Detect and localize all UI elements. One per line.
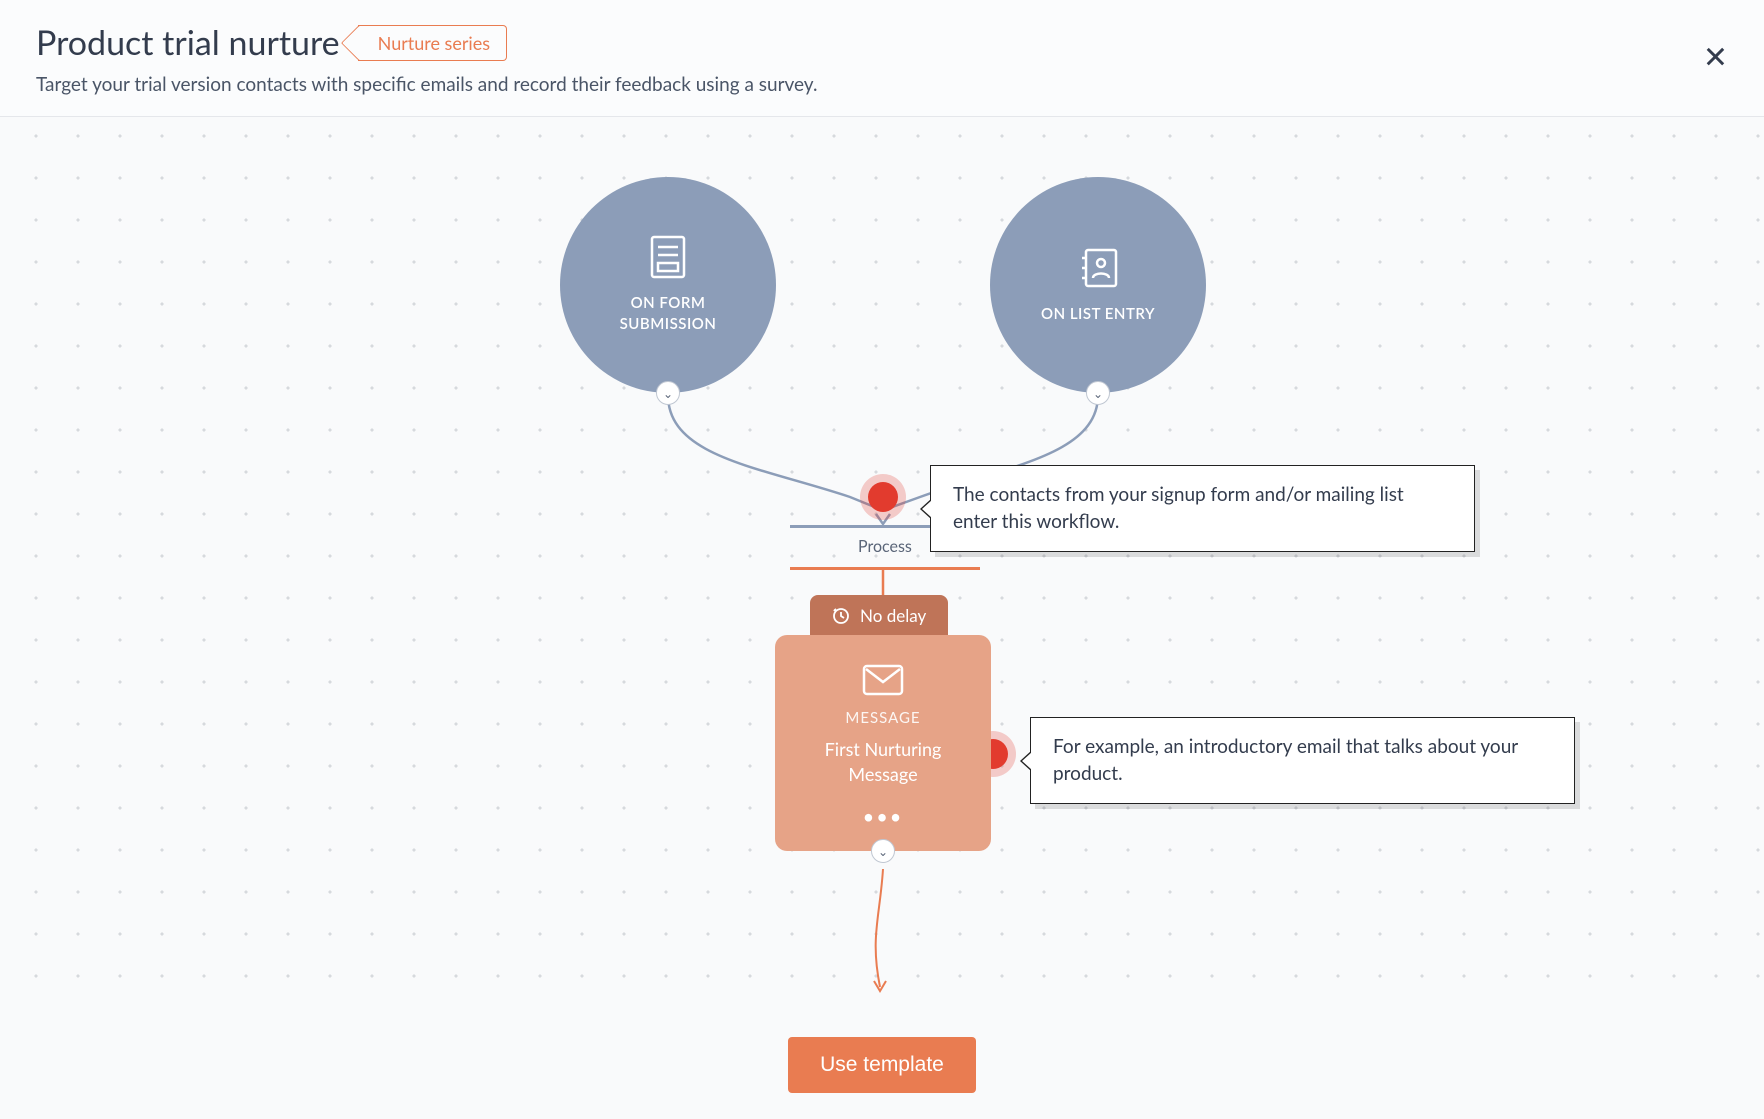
connector-lines [0,117,1764,997]
delay-pill[interactable]: No delay [810,595,948,636]
form-icon [644,235,692,279]
message-title: First Nurturing Message [805,737,962,787]
series-tag[interactable]: Nurture series [358,25,507,61]
page-subtitle: Target your trial version contacts with … [36,73,1728,96]
footer-bar: Use template [0,1011,1764,1119]
trigger-node-list-entry[interactable]: ON LIST ENTRY ⌄ [990,177,1206,393]
message-node[interactable]: MESSAGE First Nurturing Message ••• ⌄ [775,635,991,851]
message-type-label: MESSAGE [845,709,920,727]
trigger-label: ON LIST ENTRY [1041,304,1155,325]
title-row: Product trial nurture Nurture series [36,22,1728,63]
series-tag-label: Nurture series [378,32,490,54]
trigger-label: ON FORM SUBMISSION [620,293,717,335]
chevron-down-icon[interactable]: ⌄ [1086,381,1110,405]
close-button[interactable]: ✕ [1703,41,1728,76]
chevron-down-icon[interactable]: ⌄ [871,839,895,863]
trigger-node-form-submission[interactable]: ON FORM SUBMISSION ⌄ [560,177,776,393]
contact-icon [1074,246,1122,290]
page-title: Product trial nurture [36,22,340,63]
close-icon: ✕ [1703,42,1728,75]
more-icon[interactable]: ••• [863,805,904,829]
process-label: Process [858,537,912,556]
delay-label: No delay [860,605,926,626]
workflow-canvas[interactable]: ON FORM SUBMISSION ⌄ ON LIST ENTRY ⌄ Pro… [0,117,1764,997]
annotation-marker [868,482,898,512]
page-header: Product trial nurture Nurture series Tar… [0,0,1764,117]
clock-icon [832,607,850,625]
annotation-tooltip: For example, an introductory email that … [1030,717,1575,804]
chevron-down-icon[interactable]: ⌄ [656,381,680,405]
envelope-icon [861,663,905,697]
process-divider-bottom [790,567,980,570]
annotation-tooltip: The contacts from your signup form and/o… [930,465,1475,552]
use-template-button[interactable]: Use template [788,1037,976,1093]
